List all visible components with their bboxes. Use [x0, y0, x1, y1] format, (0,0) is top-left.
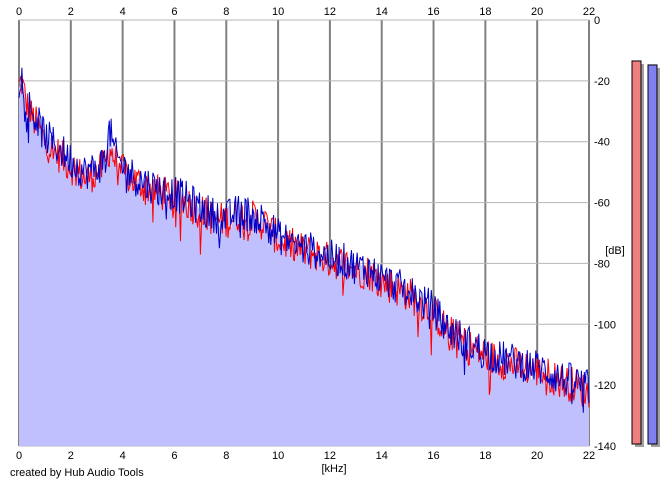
x-axis-label: [kHz] [321, 463, 346, 475]
x-tick-label-bottom: 0 [16, 450, 22, 462]
y-tick-label: -20 [594, 76, 610, 88]
y-axis-label: [dB] [605, 245, 625, 257]
x-tick-label-top: 18 [479, 6, 491, 18]
y-tick-label: -60 [594, 198, 610, 210]
x-tick-label-bottom: 12 [324, 450, 336, 462]
y-tick-label: -140 [594, 441, 616, 453]
level-meters [631, 60, 660, 448]
spectrum-fill [19, 73, 589, 446]
series-line-b [18, 67, 590, 413]
x-tick-label-top: 4 [120, 6, 126, 18]
x-tick-label-bottom: 10 [272, 450, 284, 462]
meter-left [631, 60, 642, 445]
x-tick-label-top: 14 [376, 6, 388, 18]
x-tick-label-top: 0 [16, 6, 22, 18]
x-tick-label-top: 6 [171, 6, 177, 18]
x-tick-label-bottom: 6 [171, 450, 177, 462]
y-tick-label: -40 [594, 137, 610, 149]
series-line-a [18, 75, 590, 408]
x-tick-label-top: 10 [272, 6, 284, 18]
spectrum-area [19, 73, 589, 446]
x-tick-label-top: 2 [68, 6, 74, 18]
x-tick-label-bottom: 4 [120, 450, 126, 462]
x-tick-label-bottom: 2 [68, 450, 74, 462]
y-tick-label: -100 [594, 319, 616, 331]
credit-text: created by Hub Audio Tools [10, 467, 144, 479]
spectrum-lines [18, 67, 590, 413]
y-tick-label: 0 [594, 15, 600, 27]
x-tick-label-top: 22 [583, 6, 595, 18]
axis-ticks: 002244668810101212141416161818202022220-… [16, 6, 616, 462]
x-tick-label-bottom: 14 [376, 450, 388, 462]
x-tick-label-bottom: 18 [479, 450, 491, 462]
x-tick-label-top: 20 [531, 6, 543, 18]
x-tick-label-bottom: 16 [427, 450, 439, 462]
y-tick-label: -80 [594, 258, 610, 270]
x-tick-label-bottom: 20 [531, 450, 543, 462]
x-tick-label-top: 12 [324, 6, 336, 18]
meter-right [647, 64, 658, 445]
x-tick-label-top: 8 [223, 6, 229, 18]
x-tick-label-top: 16 [427, 6, 439, 18]
y-tick-label: -120 [594, 380, 616, 392]
x-tick-label-bottom: 22 [583, 450, 595, 462]
x-tick-label-bottom: 8 [223, 450, 229, 462]
